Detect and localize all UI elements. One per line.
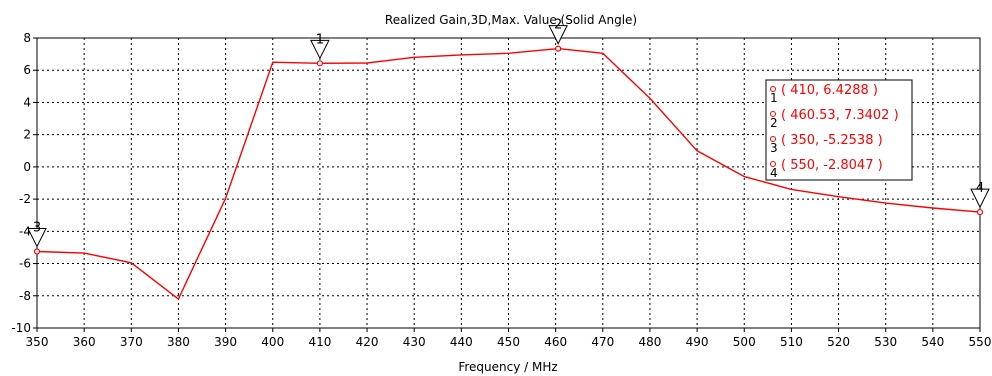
data-point [649,97,651,99]
marker-point [316,60,323,67]
grid-lines [37,38,980,328]
x-tick-label: 360 [73,335,96,349]
legend-value: ( 550, -2.8047 ) [781,158,883,173]
x-tick-label: 380 [167,335,190,349]
marker-flag [548,25,568,45]
y-tick-label: 0 [23,160,31,174]
x-axis-label: Frequency / MHz [458,360,557,374]
data-point [885,202,887,204]
marker-point [976,208,984,216]
y-tick-label: 6 [23,63,31,77]
y-tick-label: -8 [19,289,31,303]
legend-box [765,79,913,181]
legend-index: 3 [770,141,778,155]
marker-label: 1 [316,32,324,47]
x-tick-label: 530 [874,335,897,349]
y-tick-label: -4 [19,224,31,238]
data-point [790,188,792,190]
y-tick-label: 8 [23,31,31,45]
legend-value: ( 350, -5.2538 ) [781,133,883,148]
marker-label: 4 [976,181,984,196]
data-point [696,150,698,152]
data-point [743,176,745,178]
x-tick-label: 430 [403,335,426,349]
data-point [932,207,934,209]
legend-marker-icon [770,111,776,117]
y-tick-label: 4 [23,95,31,109]
data-point [83,252,85,254]
x-tick-label: 450 [497,335,520,349]
x-tick-label: 390 [214,335,237,349]
data-point [838,196,840,198]
x-tick-label: 400 [261,335,284,349]
y-tick-label: -10 [11,321,31,335]
data-point [130,262,132,264]
x-tick-label: 350 [26,335,49,349]
y-tick-label: -6 [19,257,31,271]
data-point [413,56,415,58]
x-tick-label: 540 [921,335,944,349]
legend-index: 1 [770,91,778,105]
x-tick-label: 490 [686,335,709,349]
x-tick-label: 460 [544,335,567,349]
markers-group: 1 2 3 4 [27,18,990,255]
x-tick-label: 420 [356,335,379,349]
marker-flag [27,228,47,248]
y-axis: 8 6 4 2 0 -2 -4 -6 -8 -10 [11,31,37,335]
marker-flag [970,188,990,209]
marker-flag [310,39,330,60]
data-point [460,54,462,56]
data-point [602,52,604,54]
y-tick-label: 2 [23,128,31,142]
legend-index: 2 [770,116,778,130]
x-axis: 350 360 370 380 390 400 410 420 430 440 450 460 470 4… [26,328,992,349]
marker-label: 3 [33,221,41,236]
legend-index: 4 [770,166,778,180]
legend-marker-icon [770,136,776,142]
y-tick-label: -2 [19,192,31,206]
data-point [225,197,227,199]
legend-marker-icon [770,161,776,167]
x-tick-label: 410 [308,335,331,349]
x-tick-label: 510 [780,335,803,349]
x-tick-label: 480 [638,335,661,349]
x-tick-label: 470 [591,335,614,349]
x-tick-label: 500 [733,335,756,349]
x-tick-label: 370 [120,335,143,349]
data-point [508,52,509,54]
x-tick-label: 520 [827,335,850,349]
data-point [177,298,179,300]
chart-title: Realized Gain,3D,Max. Value (Solid Angle… [385,13,637,27]
x-tick-label: 440 [450,335,473,349]
marker-legend: 1( 410, 6.4288 ) 2( 460.53, 7.3402 ) 3( 35… [765,79,913,181]
marker-point [33,248,41,255]
marker-label: 2 [554,18,562,33]
legend-marker-icon [770,86,776,92]
marker-point [555,45,562,52]
data-point [366,62,368,64]
data-point [272,61,274,63]
legend-value: ( 410, 6.4288 ) [781,83,878,98]
legend-value: ( 460.53, 7.3402 ) [781,108,899,123]
x-tick-label: 550 [969,335,992,349]
